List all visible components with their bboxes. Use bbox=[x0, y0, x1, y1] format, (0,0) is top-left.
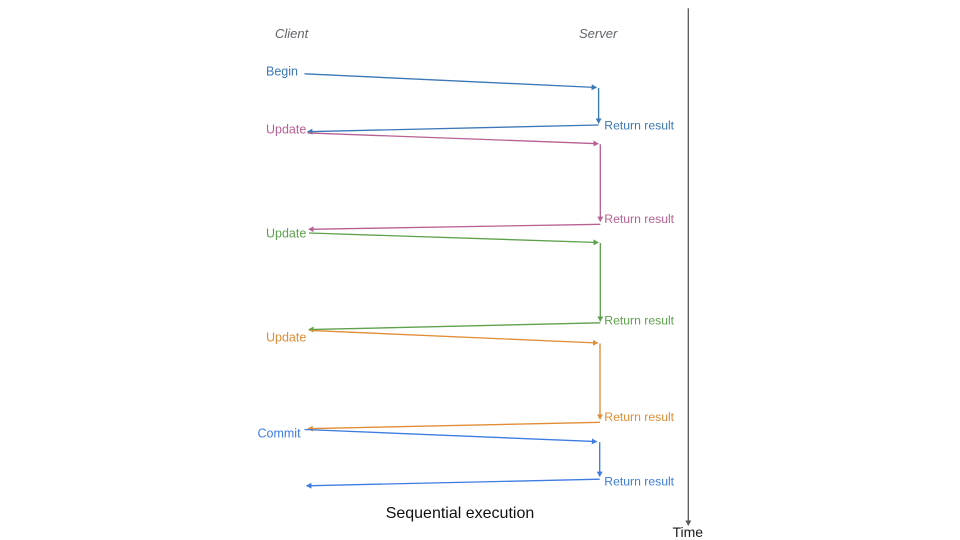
svg-text:Sequential execution: Sequential execution bbox=[386, 505, 535, 522]
svg-text:Update: Update bbox=[266, 122, 306, 136]
svg-text:Return result: Return result bbox=[604, 313, 674, 327]
svg-text:Time: Time bbox=[673, 524, 704, 540]
svg-text:Begin: Begin bbox=[266, 65, 298, 79]
svg-text:Return result: Return result bbox=[604, 474, 674, 488]
svg-text:Update: Update bbox=[266, 226, 306, 240]
svg-text:Client: Client bbox=[275, 26, 310, 41]
svg-text:Return result: Return result bbox=[604, 119, 674, 133]
svg-text:Commit: Commit bbox=[258, 427, 302, 441]
svg-text:Return result: Return result bbox=[604, 410, 674, 424]
svg-text:Return result: Return result bbox=[604, 212, 674, 226]
svg-text:Update: Update bbox=[266, 331, 306, 345]
svg-text:Server: Server bbox=[579, 26, 618, 41]
